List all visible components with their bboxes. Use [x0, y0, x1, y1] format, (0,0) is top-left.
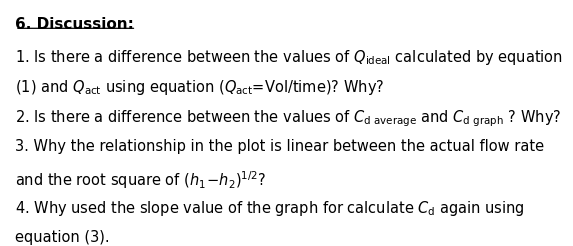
Text: 2. Is there a difference between the values of $C_{\mathrm{d\ average}}$ and $C_: 2. Is there a difference between the val… — [15, 108, 562, 129]
Text: 3. Why the relationship in the plot is linear between the actual flow rate: 3. Why the relationship in the plot is l… — [15, 139, 544, 154]
Text: and the root square of $(h_1\!-\!h_2)^{1/2}$?: and the root square of $(h_1\!-\!h_2)^{1… — [15, 169, 266, 191]
Text: equation (3).: equation (3). — [15, 230, 109, 245]
Text: (1) and $Q_{\mathrm{act}}$ using equation ($Q_{\mathrm{act}}$=Vol/time)? Why?: (1) and $Q_{\mathrm{act}}$ using equatio… — [15, 78, 384, 97]
Text: 1. Is there a difference between the values of $Q_{\mathrm{ideal}}$ calculated b: 1. Is there a difference between the val… — [15, 48, 563, 67]
Text: 4. Why used the slope value of the graph for calculate $C_{\mathrm{d}}$ again us: 4. Why used the slope value of the graph… — [15, 199, 525, 218]
Text: 6. Discussion:: 6. Discussion: — [15, 17, 134, 32]
